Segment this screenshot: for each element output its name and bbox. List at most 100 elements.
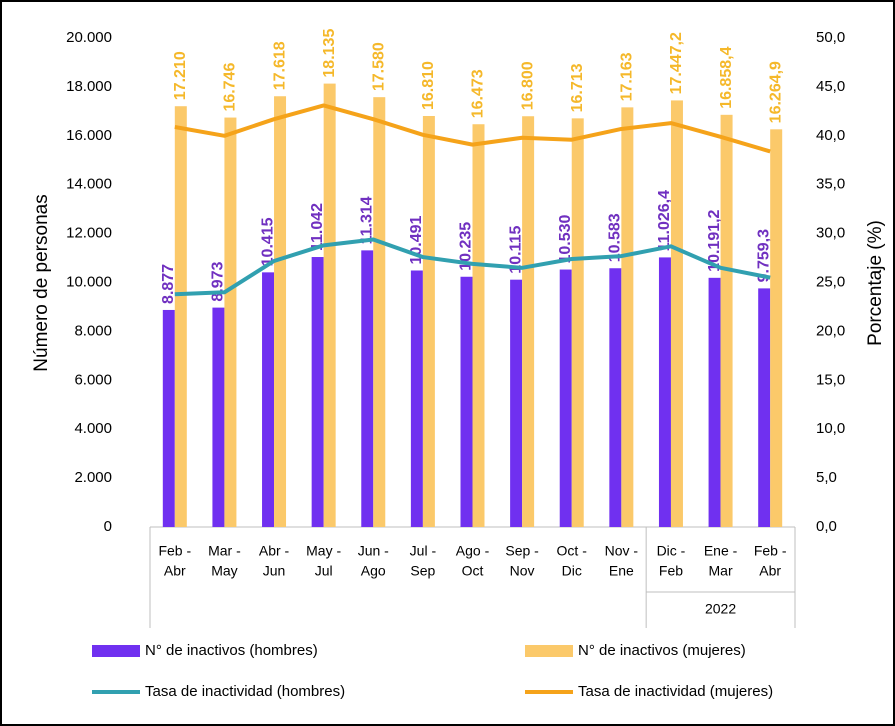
- value-label: 11.314: [358, 196, 375, 244]
- bar: [174, 106, 187, 527]
- y-tick-label: 6.000: [74, 371, 112, 388]
- bar: [658, 257, 671, 527]
- bar: [410, 270, 423, 527]
- bar: [361, 250, 374, 528]
- bar: [559, 269, 572, 527]
- bar: [323, 83, 336, 528]
- x-tick-label: Mar -: [208, 543, 241, 559]
- value-label: 10.115: [507, 226, 524, 274]
- value-label: 9.759,3: [755, 229, 772, 282]
- bar: [274, 96, 287, 527]
- x-tick-label: May -: [306, 543, 341, 559]
- value-label: 8.973: [210, 261, 227, 301]
- bar: [522, 116, 535, 528]
- x-tick-label: Sep: [410, 563, 435, 579]
- x-tick-label: Ago: [361, 563, 386, 579]
- x-tick-label: May: [211, 563, 237, 579]
- y2-tick-label: 0,0: [816, 518, 837, 535]
- bar: [670, 100, 683, 528]
- x-tick-label: Ene -: [704, 543, 738, 559]
- bar: [224, 117, 237, 527]
- y-tick-label: 4.000: [74, 420, 112, 437]
- bar: [770, 129, 783, 528]
- x-tick-label: Ene: [609, 563, 634, 579]
- x-tick-label: Feb -: [158, 543, 191, 559]
- bar: [373, 97, 386, 527]
- value-label: 17.580: [370, 42, 387, 91]
- value-label: 11.042: [309, 203, 326, 251]
- y-tick-label: 10.000: [66, 273, 112, 290]
- legend-label: N° de inactivos (hombres): [145, 642, 318, 659]
- value-label: 10.583: [607, 213, 624, 262]
- value-label: 11.026,4: [656, 190, 673, 252]
- bar: [311, 257, 324, 527]
- value-label: 10.235: [458, 222, 475, 271]
- y-tick-label: 18.000: [66, 78, 112, 95]
- y2-tick-label: 5,0: [816, 469, 837, 486]
- value-label: 16.473: [470, 69, 487, 118]
- legend-swatch: [525, 645, 573, 657]
- legend-label: N° de inactivos (mujeres): [578, 642, 746, 659]
- y-tick-label: 8.000: [74, 322, 112, 339]
- x-tick-label: Feb: [659, 563, 683, 579]
- value-label: 17.210: [172, 51, 189, 100]
- legend-swatch: [92, 645, 140, 657]
- value-label: 16.264,9: [767, 61, 784, 123]
- x-tick-label: Oct: [462, 563, 484, 579]
- bar: [621, 107, 634, 527]
- value-label: 17.618: [271, 41, 288, 90]
- x-tick-label: Sep -: [505, 543, 539, 559]
- bar: [422, 115, 435, 528]
- bar: [720, 114, 733, 527]
- y-tick-label: 16.000: [66, 127, 112, 144]
- value-label: 16.746: [222, 63, 239, 112]
- bar: [510, 279, 523, 527]
- y2-tick-label: 30,0: [816, 225, 845, 242]
- bar: [472, 124, 485, 527]
- value-label: 17.447,2: [668, 32, 685, 94]
- x-tick-label: Dic -: [657, 543, 686, 559]
- bar: [460, 276, 473, 527]
- bar: [708, 277, 721, 527]
- y2-tick-label: 45,0: [816, 78, 845, 95]
- value-label: 10.415: [259, 217, 276, 266]
- y2-tick-label: 35,0: [816, 176, 845, 193]
- y2-tick-label: 15,0: [816, 371, 845, 388]
- y2-tick-label: 50,0: [816, 29, 845, 46]
- value-label: 16.800: [519, 61, 536, 110]
- x-tick-label: Oct -: [557, 543, 588, 559]
- x-tick-label: Nov: [510, 563, 535, 579]
- x-tick-label: Dic: [562, 563, 582, 579]
- value-label: 16.810: [420, 61, 437, 110]
- bar: [758, 288, 771, 527]
- x-tick-label: Feb -: [754, 543, 787, 559]
- line: [174, 103, 771, 154]
- y-tick-label: 12.000: [66, 225, 112, 242]
- bar: [571, 118, 584, 527]
- x-tick-label: Jul -: [410, 543, 437, 559]
- group-label: 2022: [705, 601, 736, 617]
- x-tick-label: Nov -: [605, 543, 639, 559]
- y2-tick-label: 25,0: [816, 273, 845, 290]
- line: [174, 237, 771, 297]
- value-label: 17.163: [619, 52, 636, 101]
- value-label: 8.877: [160, 264, 177, 304]
- value-label: 16.858,4: [718, 46, 735, 108]
- value-label: 10.530: [557, 215, 574, 264]
- y-axis-title: Número de personas: [31, 194, 52, 371]
- y-tick-label: 20.000: [66, 29, 112, 46]
- x-tick-label: Abr: [164, 563, 186, 579]
- y2-tick-label: 10,0: [816, 420, 845, 437]
- bar: [609, 268, 622, 527]
- value-label: 16.713: [569, 63, 586, 112]
- legend-label: Tasa de inactividad (mujeres): [578, 683, 773, 700]
- bar: [262, 272, 275, 527]
- x-tick-label: Abr: [759, 563, 781, 579]
- bar: [162, 309, 175, 527]
- value-label: 10.191,2: [706, 209, 723, 271]
- x-tick-label: Jun: [263, 563, 286, 579]
- y2-tick-label: 20,0: [816, 322, 845, 339]
- x-tick-label: Jul: [315, 563, 333, 579]
- x-tick-label: Mar: [709, 563, 733, 579]
